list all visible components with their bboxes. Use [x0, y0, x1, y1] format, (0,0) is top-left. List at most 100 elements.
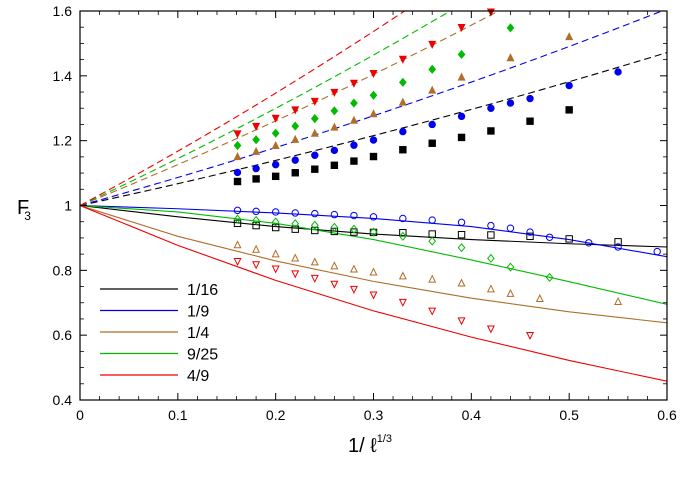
- lower-data-point-1-16: [311, 226, 319, 235]
- x-tick-label: 0.5: [559, 407, 579, 423]
- upper-data-point-1-9: [457, 112, 466, 121]
- lower-data-point-9-25: [330, 222, 339, 232]
- lower-data-point-1-16: [526, 232, 534, 240]
- upper-data-point-1-16: [399, 146, 407, 154]
- lower-data-point-9-25: [398, 231, 407, 241]
- y-tick-label: 1.4: [53, 68, 73, 84]
- upper-data-point-1-16: [271, 172, 280, 181]
- lower-data-point-1-4: [506, 288, 515, 297]
- x-tick-label: 0.6: [657, 407, 677, 423]
- y-tick-label: 1.6: [53, 3, 73, 19]
- lower-data-point-1-16: [291, 225, 299, 233]
- upper-data-point-1-9: [399, 127, 407, 136]
- lower-data-point-9-25: [369, 227, 378, 237]
- axes: [79, 10, 668, 401]
- lower-data-point-1-4: [486, 284, 495, 293]
- upper-data-point-1-16: [350, 157, 358, 165]
- lower-data-point-1-9: [350, 211, 358, 220]
- upper-data-point-1-16: [457, 133, 466, 142]
- upper-data-point-4-9: [233, 130, 242, 139]
- lower-data-point-9-25: [233, 214, 242, 224]
- upper-data-point-4-9: [428, 40, 437, 49]
- lower-data-point-4-9: [526, 331, 535, 340]
- lower-data-point-1-16: [271, 223, 280, 232]
- lower-data-point-1-4: [271, 249, 280, 258]
- upper-data-point-1-4: [565, 32, 574, 41]
- lower-data-point-1-9: [585, 239, 593, 247]
- legend-label-1-4: 1/4: [187, 325, 209, 342]
- y-tick-label: 0.8: [53, 262, 73, 278]
- upper-data-point-1-4: [398, 97, 407, 106]
- data-points: [233, 8, 661, 340]
- lower-data-point-1-16: [350, 228, 358, 236]
- upper-data-point-1-9: [487, 104, 495, 112]
- upper-data-point-1-9: [506, 99, 515, 107]
- x-tick-label: 0: [76, 407, 84, 423]
- lower-data-point-4-9: [252, 261, 261, 270]
- lower-data-point-9-25: [271, 217, 280, 227]
- legend-label-9-25: 9/25: [187, 347, 218, 364]
- upper-data-point-1-16: [565, 106, 573, 114]
- lower-data-point-4-9: [457, 317, 466, 326]
- lower-data-point-1-9: [545, 233, 554, 241]
- lower-data-point-1-4: [535, 294, 544, 303]
- upper-data-point-1-4: [369, 109, 378, 118]
- upper-data-point-4-9: [310, 97, 319, 106]
- lower-data-point-1-9: [369, 213, 378, 221]
- lower-data-point-1-16: [330, 227, 339, 236]
- lower-data-point-1-9: [506, 224, 515, 232]
- upper-data-point-1-9: [330, 146, 339, 155]
- lower-data-point-4-9: [349, 285, 358, 294]
- lower-data-point-9-25: [252, 215, 260, 225]
- upper-data-point-9-25: [398, 77, 407, 87]
- legend-label-1-9: 1/9: [187, 304, 209, 321]
- upper-data-point-4-9: [369, 70, 378, 79]
- upper-data-point-1-9: [252, 164, 260, 173]
- upper-data-point-9-25: [428, 64, 437, 74]
- upper-data-point-1-9: [526, 94, 534, 103]
- upper-data-point-9-25: [369, 90, 378, 100]
- upper-data-point-9-25: [291, 121, 300, 131]
- lower-data-point-1-9: [233, 206, 242, 215]
- upper-data-point-9-25: [310, 114, 319, 124]
- upper-data-point-1-16: [526, 117, 534, 125]
- upper-data-point-1-9: [428, 120, 436, 129]
- upper-data-point-1-4: [506, 53, 515, 62]
- x-axis-title: 1/ ℓ1/3: [348, 433, 392, 457]
- lower-data-point-1-4: [614, 296, 623, 305]
- upper-data-point-1-9: [350, 141, 358, 149]
- upper-fit-curve-1-16: [80, 52, 667, 207]
- lower-data-point-1-4: [457, 278, 466, 287]
- lower-data-point-1-16: [399, 229, 407, 237]
- legend-label-1-16: 1/16: [187, 282, 218, 299]
- lower-data-point-9-25: [350, 224, 358, 234]
- upper-data-point-1-16: [311, 165, 319, 173]
- lower-data-point-4-9: [369, 291, 378, 300]
- lower-data-point-1-16: [487, 231, 495, 239]
- lower-data-point-1-4: [398, 271, 407, 280]
- lower-data-point-4-9: [398, 298, 407, 307]
- lower-data-point-4-9: [291, 270, 300, 279]
- upper-data-point-4-9: [349, 79, 358, 88]
- upper-data-point-9-25: [271, 128, 280, 138]
- upper-data-point-1-9: [271, 160, 280, 169]
- y-tick-label: 1.2: [53, 133, 73, 149]
- lower-data-point-1-4: [369, 267, 378, 276]
- lower-fit-curve-4-9: [80, 204, 667, 382]
- x-tick-label: 0.3: [364, 407, 384, 423]
- upper-data-point-1-9: [565, 81, 573, 90]
- lower-fit-curve-1-4: [80, 204, 667, 324]
- upper-data-point-4-9: [457, 24, 466, 33]
- lower-data-point-1-9: [291, 209, 299, 217]
- upper-data-point-4-9: [398, 55, 407, 64]
- y-axis-title-subscript: 3: [24, 209, 31, 223]
- upper-data-point-1-16: [233, 177, 242, 186]
- x-tick-label: 0.1: [168, 407, 188, 423]
- lower-fit-curve-1-9: [80, 204, 667, 258]
- lower-data-point-9-25: [457, 243, 466, 253]
- x-tick-label: 0.2: [266, 407, 286, 423]
- lower-data-point-1-4: [428, 274, 437, 283]
- lower-data-point-4-9: [233, 258, 242, 267]
- lower-fit-curve-9-25: [80, 204, 667, 305]
